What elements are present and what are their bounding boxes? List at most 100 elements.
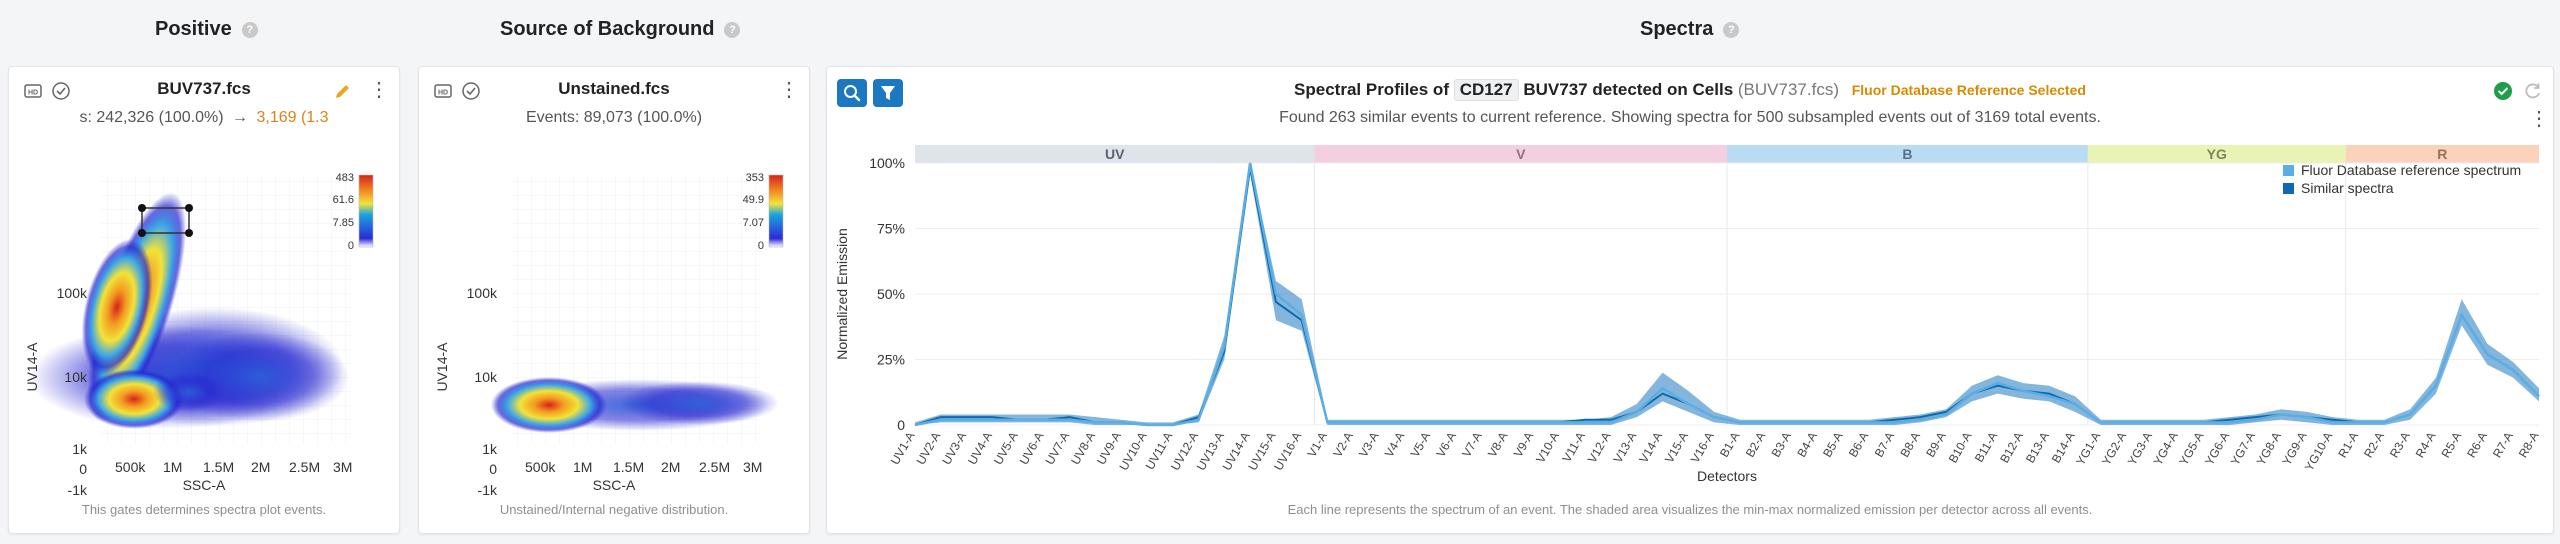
laser-band-b [1727,145,2088,163]
check-circle-icon[interactable] [51,81,71,101]
x-tick: B7-A [1872,430,1897,460]
gate-handle[interactable] [185,229,193,237]
y-tick: 0 [79,461,87,477]
background-density-plot[interactable]: 353 49.9 7.07 0 100k 10k 1k 0 -1k UV14-A [419,167,809,497]
positive-density-plot[interactable]: 483 61.6 7.85 0 100k 10k 1k 0 -1k UV14-A [9,167,399,497]
laser-band-label: R [2437,146,2447,162]
y-tick: 10k [474,369,498,385]
title-middle: detected on [1592,80,1688,99]
x-tick: V16-A [1688,430,1717,466]
gate-handle[interactable] [138,229,146,237]
x-tick: UV8-A [1068,430,1098,468]
x-tick: R3-A [2387,430,2413,461]
help-icon[interactable]: ? [724,21,741,38]
x-tick: R6-A [2464,430,2490,461]
x-tick: V2-A [1330,430,1355,460]
pencil-icon[interactable] [333,81,353,101]
colorbar-tick: 483 [336,172,354,184]
x-tick: V8-A [1485,430,1510,460]
gate-rectangle[interactable] [141,207,190,234]
reference-spectrum-line[interactable] [914,162,2540,427]
section-title-text: Spectra [1640,18,1714,40]
y-tick: -1k [68,482,88,497]
hd-icon[interactable]: HD [433,81,453,101]
x-tick: V6-A [1433,430,1458,460]
x-tick: YG2-A [2099,430,2129,468]
more-menu-icon[interactable]: ⋮ [369,79,389,101]
legend-entry[interactable]: Similar spectra [2301,180,2394,196]
section-title-text: Positive [155,18,232,40]
x-tick: V1-A [1305,430,1330,460]
background-footnote: Unstained/Internal negative distribution… [499,502,729,517]
spectra-title: Spectral Profiles of CD127 BUV737 detect… [827,79,2553,101]
file-note: (BUV737.fcs) [1737,80,1839,99]
filter-icon [881,86,895,100]
y-tick: 1k [482,441,498,457]
svg-text:HD: HD [438,90,448,97]
colorbar-tick: 0 [348,240,354,252]
hd-icon[interactable]: HD [23,81,43,101]
colorbar-tick: 61.6 [333,194,354,206]
background-summary: Events: 89,073 (100.0%) [525,109,703,126]
x-tick: B8-A [1897,430,1922,460]
section-title-background: Source of Background ? [500,18,741,41]
fluor-name: BUV737 [1523,80,1588,99]
x-tick: B11-A [1972,430,2000,465]
x-tick: R2-A [2361,430,2387,461]
y-tick: 10k [64,369,88,385]
spectra-footnote: Each line represents the spectrum of an … [1287,502,2093,517]
x-tick: 2M [251,459,271,475]
x-tick: R8-A [2516,430,2542,461]
y-tick: 25% [877,352,905,368]
check-circle-icon[interactable] [461,81,481,101]
colorbar [768,174,784,248]
x-tick: B12-A [1997,430,2026,466]
x-axis-label: SSC-A [592,477,636,493]
x-tick: B6-A [1846,430,1871,460]
x-tick: B2-A [1743,430,1768,460]
y-tick: 100k [57,285,88,301]
x-tick: 1.5M [613,459,645,475]
x-tick: 500k [115,459,146,475]
section-title-positive: Positive ? [155,18,258,41]
search-button[interactable] [837,79,867,107]
y-axis-label: Normalized Emission [834,228,850,359]
spectra-chart[interactable]: UV V B YG R 0 25% 50% 75% 100% Normalized Emission… [827,67,2553,507]
x-axis-label: SSC-A [182,477,226,493]
y-tick: 1k [72,441,88,457]
laser-band-yg [2087,145,2346,163]
gate-handle[interactable] [185,204,193,212]
background-card: HD Unstained.fcs ⋮ Events: 89,073 (100.0… [418,66,810,534]
legend-entry[interactable]: Fluor Database reference spectrum [2301,162,2521,178]
y-tick: -1k [478,482,498,497]
help-icon[interactable]: ? [1723,21,1740,38]
y-tick: 0 [897,417,905,433]
laser-band-label: UV [1105,146,1125,162]
x-tick: YG8-A [2254,430,2284,468]
x-tick: YG5-A [2176,430,2206,468]
laser-band-label: YG [2207,146,2227,162]
x-tick: 3M [743,459,763,475]
x-axis-label: Detectors [1697,468,1757,484]
x-tick-row: 500k 1M 1.5M 2M 2.5M 3M [101,459,361,479]
laser-band-r [2345,145,2539,163]
laser-band-label: B [1902,146,1912,162]
x-tick: 2.5M [289,459,321,475]
colorbar-tick: 7.85 [333,217,354,229]
positive-footnote: This gates determines spectra plot event… [81,502,327,517]
more-menu-icon[interactable]: ⋮ [2529,108,2549,130]
legend-swatch [2283,165,2294,176]
positive-summary: s: 242,326 (100.0%) → 3,169 (1.3 [9,109,399,127]
gate-handle[interactable] [138,204,146,212]
y-tick: 75% [877,221,905,237]
x-tick: R4-A [2413,430,2439,461]
refresh-icon[interactable] [2523,81,2543,101]
filter-button[interactable] [873,79,903,107]
x-tick: YG7-A [2228,430,2258,468]
positive-card: HD BUV737.fcs ⋮ s: 242,326 (100.0%) → 3,… [8,66,400,534]
more-menu-icon[interactable]: ⋮ [779,79,799,101]
help-icon[interactable]: ? [241,21,258,38]
y-axis-label: UV14-A [24,342,40,392]
y-tick: 0 [489,461,497,477]
search-icon [844,85,861,102]
